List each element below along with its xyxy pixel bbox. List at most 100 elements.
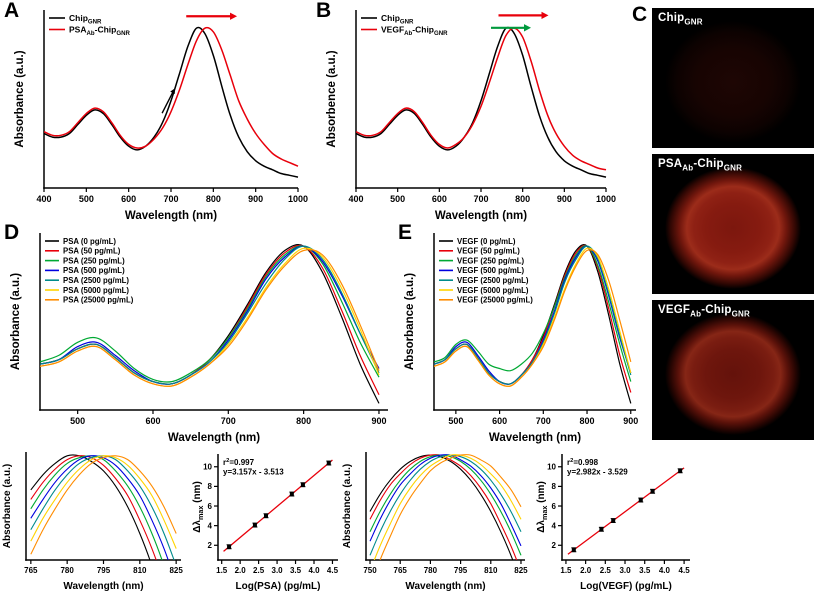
svg-text:Wavelength (nm): Wavelength (nm)	[435, 210, 527, 222]
svg-text:PSA (500 pg/mL): PSA (500 pg/mL)	[63, 266, 125, 275]
chart-a-spectra-chip-vs-psaab: 400 500 600 700 800 900 1000 Wavelength (nm) Abs…	[14, 10, 308, 222]
svg-text:800: 800	[206, 194, 221, 204]
svg-text:Absorbance (a.u.): Absorbance (a.u.)	[14, 50, 26, 147]
svg-text:2.5: 2.5	[600, 566, 612, 575]
chart-psa-calibration: 1.5 2.0 2.5 3.0 3.5 4.0 4.5 2 4 6 8 10 Log(PSA) (pg/…	[192, 454, 339, 592]
svg-text:y=2.982x - 3.529: y=2.982x - 3.529	[567, 468, 628, 477]
svg-text:VEGF (5000 pg/mL): VEGF (5000 pg/mL)	[457, 286, 529, 295]
svg-text:VEGF (25000 pg/mL): VEGF (25000 pg/mL)	[457, 296, 533, 305]
chip-circle-faint	[665, 21, 801, 144]
svg-text:3.5: 3.5	[290, 566, 302, 575]
svg-text:600: 600	[492, 416, 507, 426]
chip-circle-medium	[665, 313, 801, 436]
svg-text:900: 900	[557, 194, 572, 204]
svg-text:Absorbance (a.u.): Absorbance (a.u.)	[404, 273, 416, 370]
chart-d-psa-concentration-spectra: 500 600 700 800 900 Wavelength (nm) Absorbance…	[10, 233, 388, 444]
chip-image-psaab: PSAAb-ChipGNR	[652, 154, 814, 294]
svg-text:1000: 1000	[596, 194, 616, 204]
svg-text:700: 700	[163, 194, 178, 204]
chip-label: VEGFAb-ChipGNR	[658, 304, 750, 319]
svg-text:10: 10	[203, 463, 212, 472]
svg-text:2.0: 2.0	[580, 566, 592, 575]
panel-label-b: B	[316, 0, 332, 22]
panel-label-d: D	[4, 221, 20, 244]
svg-text:Log(PSA) (pg/mL): Log(PSA) (pg/mL)	[236, 581, 321, 592]
svg-text:500: 500	[70, 416, 85, 426]
svg-text:1.5: 1.5	[216, 566, 228, 575]
svg-text:400: 400	[348, 194, 363, 204]
svg-text:750: 750	[363, 566, 377, 575]
svg-text:PSA (25000 pg/mL): PSA (25000 pg/mL)	[63, 296, 134, 305]
svg-text:ChipGNR: ChipGNR	[381, 13, 414, 26]
svg-text:Absorbance (a.u.): Absorbance (a.u.)	[342, 464, 353, 548]
svg-text:r2=0.997: r2=0.997	[223, 458, 255, 467]
svg-text:Log(VEGF) (pg/mL): Log(VEGF) (pg/mL)	[580, 581, 672, 592]
svg-text:Wavelength (nm): Wavelength (nm)	[489, 432, 581, 444]
svg-text:800: 800	[515, 194, 530, 204]
svg-text:PSAAb-ChipGNR: PSAAb-ChipGNR	[69, 25, 130, 37]
svg-text:800: 800	[580, 416, 595, 426]
svg-text:4: 4	[552, 521, 557, 530]
svg-text:825: 825	[514, 566, 528, 575]
svg-text:10: 10	[547, 463, 556, 472]
svg-text:Wavelength (nm): Wavelength (nm)	[125, 210, 217, 222]
chart-b-spectra-chip-vs-vegfab: 400 500 600 700 800 900 1000 Wavelength (nm) Abs…	[326, 10, 616, 222]
svg-text:600: 600	[121, 194, 136, 204]
svg-text:4: 4	[208, 521, 213, 530]
svg-text:900: 900	[623, 416, 638, 426]
svg-text:500: 500	[390, 194, 405, 204]
svg-text:VEGF (500 pg/mL): VEGF (500 pg/mL)	[457, 266, 525, 275]
svg-text:PSA (2500 pg/mL): PSA (2500 pg/mL)	[63, 276, 129, 285]
svg-text:4.0: 4.0	[308, 566, 320, 575]
svg-text:6: 6	[208, 502, 213, 511]
svg-text:2: 2	[208, 541, 213, 550]
svg-text:500: 500	[79, 194, 94, 204]
svg-text:r2=0.998: r2=0.998	[567, 458, 599, 467]
chip-label: ChipGNR	[658, 12, 703, 27]
svg-text:Δλmax (nm): Δλmax (nm)	[536, 481, 549, 533]
svg-text:2: 2	[552, 541, 557, 550]
svg-text:900: 900	[371, 416, 386, 426]
svg-text:Δλmax (nm): Δλmax (nm)	[192, 481, 205, 533]
chip-image-gnr: ChipGNR	[652, 8, 814, 148]
svg-text:780: 780	[60, 566, 74, 575]
svg-text:1000: 1000	[288, 194, 308, 204]
panel-c-chip-images: ChipGNR PSAAb-ChipGNR VEGFAb-ChipGNR	[652, 8, 814, 446]
chip-label: PSAAb-ChipGNR	[658, 158, 743, 173]
svg-text:2.5: 2.5	[253, 566, 265, 575]
svg-text:600: 600	[145, 416, 160, 426]
svg-text:700: 700	[473, 194, 488, 204]
svg-text:800: 800	[296, 416, 311, 426]
svg-text:PSA (50 pg/mL): PSA (50 pg/mL)	[63, 247, 121, 256]
panel-label-c: C	[632, 3, 648, 26]
svg-text:Wavelength (nm): Wavelength (nm)	[168, 432, 260, 444]
svg-text:810: 810	[133, 566, 147, 575]
svg-text:700: 700	[221, 416, 236, 426]
svg-text:Wavelength (nm): Wavelength (nm)	[405, 581, 485, 592]
svg-text:Absorbance (a.u.): Absorbance (a.u.)	[10, 273, 22, 370]
svg-text:8: 8	[208, 482, 213, 491]
svg-text:VEGF (2500 pg/mL): VEGF (2500 pg/mL)	[457, 276, 529, 285]
svg-text:2.0: 2.0	[235, 566, 247, 575]
chip-image-vegfab: VEGFAb-ChipGNR	[652, 300, 814, 440]
svg-text:765: 765	[24, 566, 38, 575]
svg-text:VEGF (250 pg/mL): VEGF (250 pg/mL)	[457, 256, 525, 265]
panel-label-e: E	[398, 221, 413, 244]
svg-text:Absorbence (a.u.): Absorbence (a.u.)	[326, 50, 338, 147]
svg-text:795: 795	[454, 566, 468, 575]
svg-text:500: 500	[448, 416, 463, 426]
svg-text:3.0: 3.0	[619, 566, 631, 575]
svg-text:600: 600	[432, 194, 447, 204]
svg-text:825: 825	[169, 566, 183, 575]
svg-text:Wavelength (nm): Wavelength (nm)	[63, 581, 143, 592]
svg-text:6: 6	[552, 502, 557, 511]
panel-label-a: A	[4, 0, 20, 22]
chip-circle-bright	[665, 167, 801, 290]
svg-text:VEGF (50 pg/mL): VEGF (50 pg/mL)	[457, 247, 520, 256]
svg-text:780: 780	[424, 566, 438, 575]
svg-text:1.5: 1.5	[560, 566, 572, 575]
svg-text:700: 700	[536, 416, 551, 426]
svg-text:PSA (0 pg/mL): PSA (0 pg/mL)	[63, 237, 116, 246]
chart-e-vegf-concentration-spectra: 500 600 700 800 900 Wavelength (nm) Absorbance…	[404, 233, 638, 444]
